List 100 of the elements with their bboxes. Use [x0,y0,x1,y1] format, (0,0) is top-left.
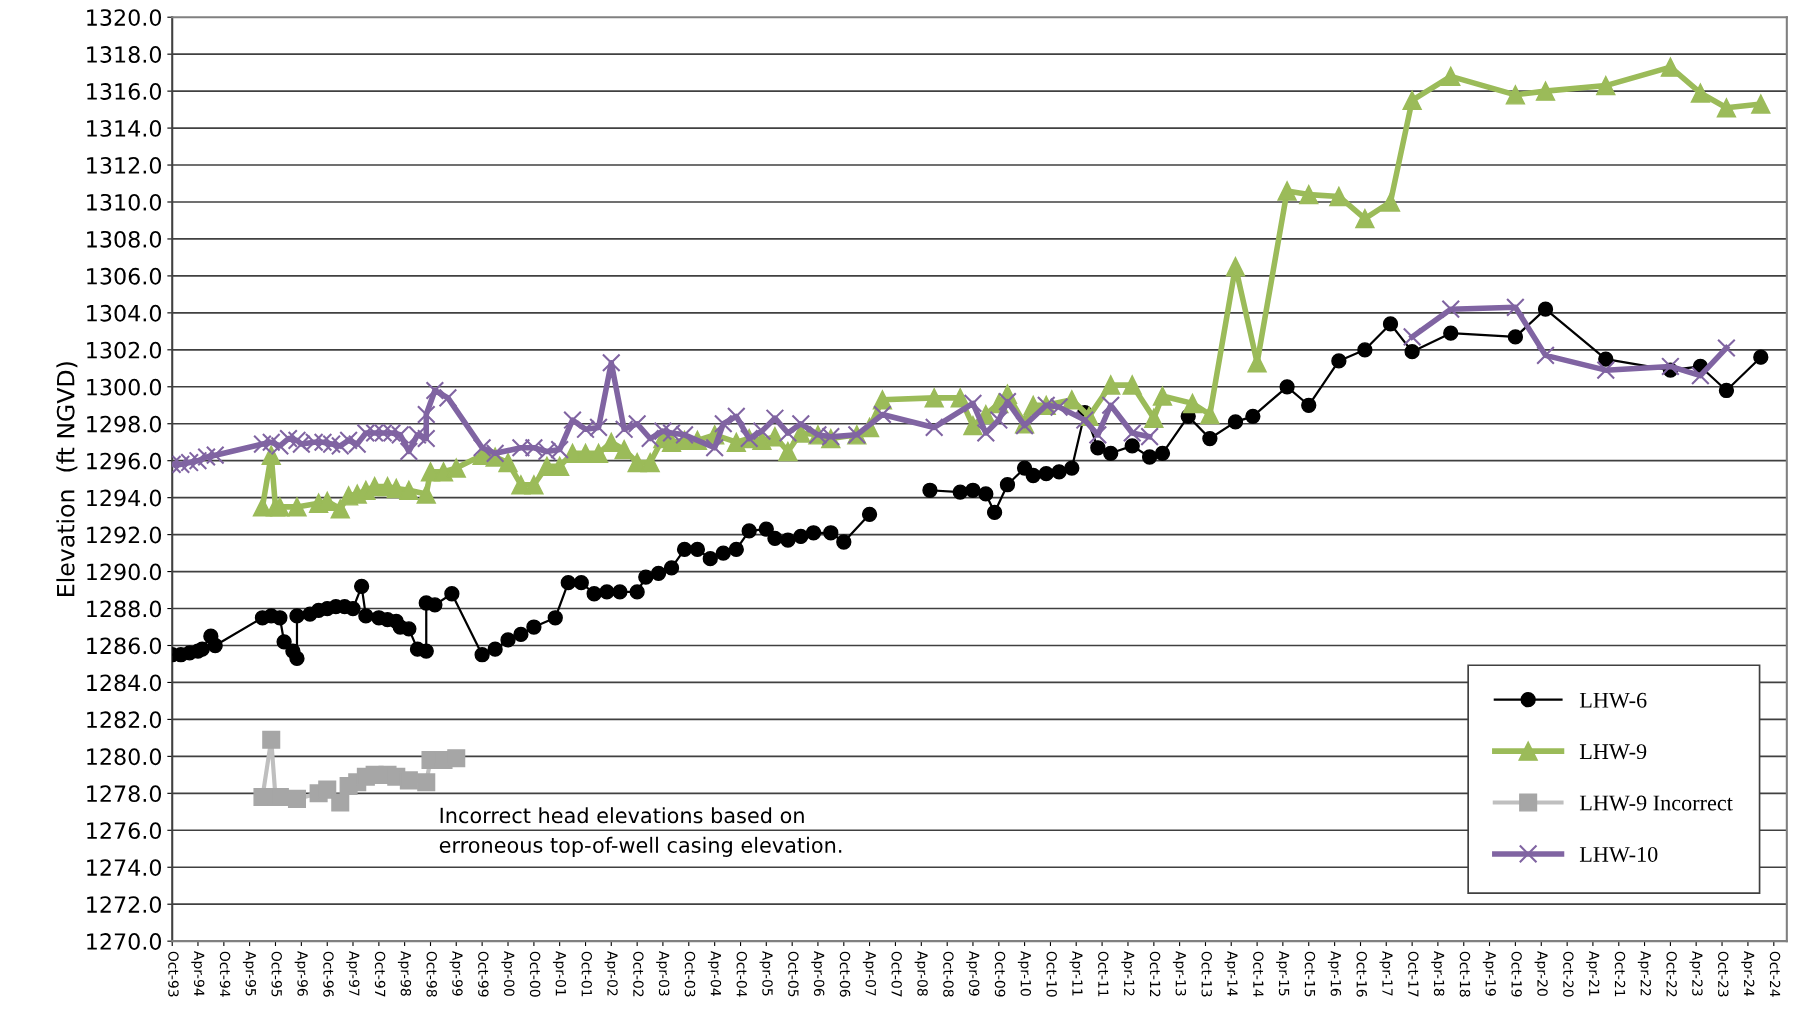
point [447,749,466,768]
y-tick-label: 1286.0 [87,637,162,655]
y-tick-label: 1278.0 [87,785,162,803]
x-tick-label: Oct-94 [219,951,231,997]
y-tick-label: 1316.0 [87,83,162,100]
x-tick-label: Oct-12 [1149,951,1161,997]
point [399,771,418,790]
x-tick-label: Oct-17 [1408,951,1419,997]
x-tick-label: Oct-93 [168,951,179,997]
x-tick-label: Apr-98 [397,950,412,996]
x-tick-label: Oct-02 [633,951,644,997]
legend-label: LHW-9 Incorrect [1579,795,1733,811]
legend-label: LHW-6 [1579,692,1647,708]
y-axis-title: Elevation (ft NGVD) [56,362,78,596]
x-tick-label: Oct-04 [736,951,748,997]
x-tick-label: Apr-10 [1017,950,1032,996]
x-tick-label: Apr-02 [604,950,618,996]
x-tick-label: Apr-12 [1121,950,1135,996]
x-tick-label: Apr-03 [656,950,670,996]
x-tick-label: Oct-19 [1511,951,1522,997]
y-tick-label: 1280.0 [87,748,162,766]
x-tick-label: Oct-22 [1666,951,1677,997]
x-tick-label: Apr-06 [811,950,825,996]
y-tick-label: 1272.0 [87,896,162,913]
y-tick-label: 1318.0 [87,46,162,63]
x-tick-label: Oct-07 [891,951,902,997]
x-tick-label: Apr-20 [1534,950,1548,996]
x-tick-label: Apr-21 [1586,950,1600,996]
y-tick-label: 1302.0 [87,341,162,359]
x-tick-label: Apr-14 [1224,950,1238,996]
x-tick-label: Oct-96 [323,951,334,997]
y-tick-label: 1290.0 [87,563,162,581]
legend-label: LHW-10 [1579,846,1658,863]
y-tick-label: 1312.0 [87,156,162,174]
x-tick-label: Apr-19 [1482,950,1496,996]
point [417,773,436,792]
x-tick-label: Apr-15 [1276,950,1290,996]
x-tick-label: Apr-04 [707,950,722,996]
point [331,793,350,812]
x-tick-label: Apr-05 [759,950,773,996]
x-tick-label: Oct-03 [684,951,696,997]
x-tick-label: Oct-98 [426,951,437,997]
x-tick-label: Apr-24 [1741,950,1755,996]
y-tick-label: 1304.0 [87,304,162,322]
x-tick-label: Oct-95 [271,951,282,997]
annotation: Incorrect head elevations based on erroneous top-of-well casing elevation. [439,807,842,858]
x-tick-label: Apr-17 [1379,950,1393,996]
x-tick-label: Apr-96 [294,950,308,996]
x-tick-label: Oct-05 [788,951,799,997]
x-tick-label: Oct-97 [374,951,386,997]
y-tick-label: 1282.0 [87,711,162,729]
x-tick-label: Apr-18 [1431,950,1445,996]
x-tick-label: Apr-09 [966,950,980,996]
x-tick-label: Oct-99 [478,951,489,997]
x-tick-label: Oct-18 [1459,951,1471,997]
x-tick-label: Apr-01 [552,950,567,996]
y-tick-label: 1306.0 [87,267,162,285]
y-tick-label: 1320.0 [87,9,162,26]
x-tick-label: Apr-07 [862,950,877,996]
y-tick-label: 1274.0 [87,859,162,876]
x-tick-label: Oct-23 [1718,951,1729,997]
x-tick-label: Oct-06 [839,951,851,997]
x-tick-label: Oct-11 [1098,951,1109,997]
x-tick-label: Apr-22 [1637,950,1652,996]
x-tick-label: Apr-11 [1069,950,1083,996]
y-tick-label: 1308.0 [87,230,162,248]
y-tick-label: 1292.0 [87,526,162,544]
x-tick-label: Apr-94 [191,950,205,996]
point [318,780,337,799]
x-tick-label: Apr-13 [1172,950,1187,996]
y-tick-label: 1276.0 [87,822,162,840]
x-tick-label: Apr-99 [449,950,463,996]
y-tick-label: 1294.0 [87,489,162,507]
x-tick-label: Oct-09 [994,951,1006,997]
x-tick-label: Apr-97 [346,950,360,996]
x-tick-label: Oct-21 [1614,951,1626,997]
y-tick-label: 1298.0 [87,415,162,433]
x-tick-label: Oct-24 [1769,951,1781,997]
x-tick-label: Oct-16 [1356,951,1367,997]
x-tick-label: Oct-20 [1563,951,1574,997]
x-tick-label: Oct-13 [1201,951,1212,997]
y-tick-label: 1296.0 [87,452,162,470]
y-tick-label: 1288.0 [87,600,162,618]
y-tick-label: 1314.0 [87,120,162,137]
y-tick-label: 1310.0 [87,193,162,211]
x-tick-label: Oct-00 [529,951,541,997]
x-tick-label: Apr-16 [1327,950,1342,996]
x-tick-label: Apr-08 [914,950,928,996]
x-tick-label: Oct-15 [1304,951,1316,997]
x-tick-label: Oct-14 [1253,951,1264,997]
x-tick-label: Oct-08 [943,951,954,997]
x-tick-label: Apr-95 [242,950,257,996]
x-tick-label: Apr-23 [1689,950,1703,996]
x-tick-label: Apr-00 [501,950,515,996]
y-tick-label: 1270.0 [87,933,162,950]
x-tick-label: Oct-01 [581,951,592,997]
y-tick-label: 1284.0 [87,674,162,692]
y-tick-label: 1300.0 [87,378,162,396]
point [262,730,281,749]
legend-label: LHW-9 [1579,744,1647,760]
